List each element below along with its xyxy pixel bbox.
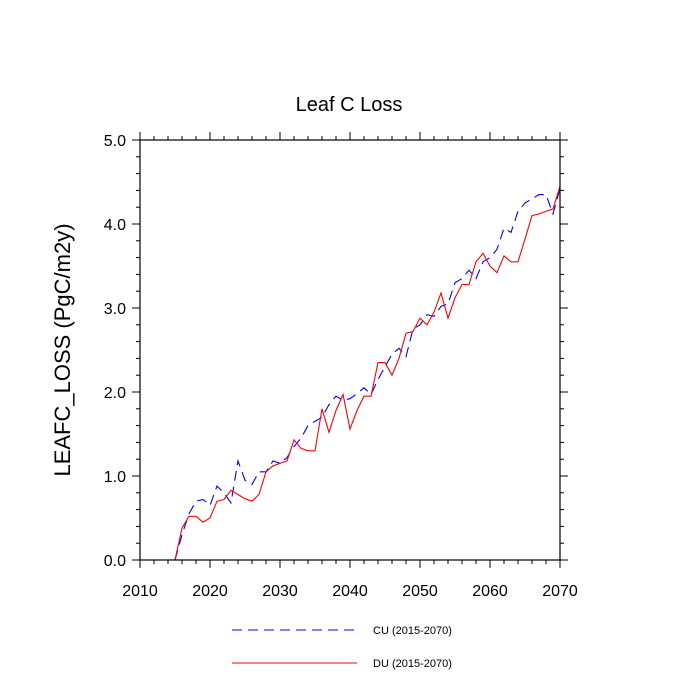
x-tick-label: 2030 (262, 583, 298, 600)
x-tick-label: 2050 (402, 583, 438, 600)
x-tick-label: 2070 (542, 583, 578, 600)
legend-label: CU (2015-2070) (373, 625, 452, 637)
chart-title: Leaf C Loss (296, 94, 403, 116)
y-tick-label: 2.0 (104, 385, 126, 402)
x-tick-label: 2060 (472, 583, 508, 600)
y-tick-label: 3.0 (104, 301, 126, 318)
x-tick-label: 2010 (122, 583, 158, 600)
legend-label: DU (2015-2070) (373, 658, 452, 670)
x-tick-label: 2020 (192, 583, 228, 600)
axis-ticks: 2010 2020 2030 2040 2050 2060 2070 0.0 1.0 2.0 3.0… (104, 132, 578, 600)
series-line-2 (174, 186, 561, 561)
plot-frame (139, 139, 561, 561)
y-axis-label: LEAFC_LOSS (PgC/m2y) (50, 223, 75, 476)
y-tick-label: 1.0 (104, 469, 126, 486)
series-lines (174, 186, 561, 561)
series-line-1 (174, 188, 561, 561)
x-tick-label: 2040 (332, 583, 368, 600)
legend: CU (2015-2070) DU (2015-2070) (232, 625, 452, 670)
y-tick-label: 0.0 (104, 553, 126, 570)
y-tick-label: 4.0 (104, 217, 126, 234)
y-tick-label: 5.0 (104, 133, 126, 150)
